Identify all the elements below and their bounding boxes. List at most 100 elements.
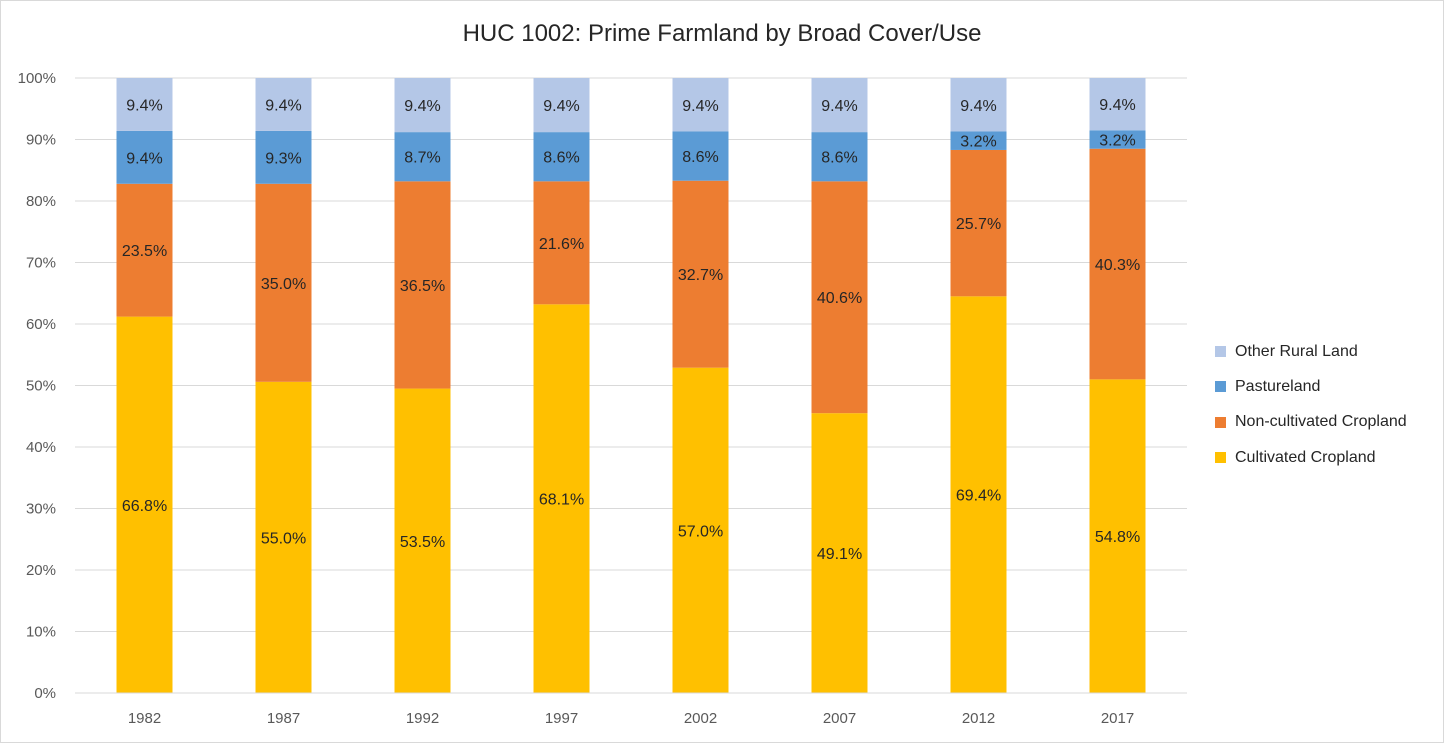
bar-segment — [672, 180, 729, 368]
bar-segment — [811, 181, 868, 414]
y-tick-label: 40% — [26, 439, 56, 456]
data-labels: 66.8% 23.5% 9.4% 9.4% 55.0% 35.0% 9.3% 9.4% 53.5… — [122, 97, 1140, 563]
x-tick-label: 1982 — [128, 710, 161, 727]
bar-segment — [394, 132, 451, 182]
y-tick-label: 90% — [26, 132, 56, 149]
data-label: 21.6% — [539, 236, 584, 253]
bar-segment — [116, 130, 173, 184]
y-tick-label: 60% — [26, 316, 56, 333]
bar-segment — [811, 78, 868, 133]
legend-swatch — [1215, 452, 1226, 464]
bar-segment — [672, 78, 729, 132]
data-label: 3.2% — [960, 134, 996, 151]
x-tick-label: 1987 — [267, 710, 300, 727]
chart-title: HUC 1002: Prime Farmland by Broad Cover/… — [462, 20, 982, 47]
data-label: 25.7% — [956, 216, 1001, 233]
data-label: 9.3% — [265, 150, 301, 167]
legend-swatch — [1215, 416, 1226, 428]
legend-item: Non-cultivated Cropland — [1215, 405, 1407, 440]
bar-segment — [533, 181, 590, 305]
data-label: 55.0% — [261, 530, 306, 547]
data-label: 54.8% — [1095, 529, 1140, 546]
legend-label: Non-cultivated Cropland — [1235, 413, 1407, 431]
bar-segment — [255, 183, 312, 382]
data-label: 9.4% — [543, 98, 579, 115]
legend-item: Cultivated Cropland — [1215, 440, 1407, 475]
data-label: 69.4% — [956, 488, 1001, 505]
y-tick-label: 20% — [26, 562, 56, 579]
data-label: 49.1% — [817, 546, 862, 563]
x-tick-label: 1997 — [545, 710, 578, 727]
x-tick-label: 2007 — [823, 710, 856, 727]
data-label: 8.6% — [543, 150, 579, 167]
data-label: 36.5% — [400, 278, 445, 295]
legend-swatch — [1215, 346, 1226, 358]
data-label: 9.4% — [126, 97, 162, 114]
data-label: 66.8% — [122, 498, 167, 515]
bar-segment — [1089, 78, 1146, 131]
bar-segment — [533, 132, 590, 182]
legend: Other Rural Land Pastureland Non-cultivate… — [1215, 334, 1407, 475]
data-label: 32.7% — [678, 267, 723, 284]
legend-item: Other Rural Land — [1215, 334, 1407, 369]
bar-segment — [950, 131, 1007, 150]
bar-segment — [672, 131, 729, 181]
data-label: 9.4% — [404, 98, 440, 115]
data-label: 35.0% — [261, 276, 306, 293]
bar-segment — [394, 181, 451, 389]
data-label: 8.6% — [682, 149, 718, 166]
y-tick-label: 80% — [26, 193, 56, 210]
data-label: 9.4% — [1099, 97, 1135, 114]
data-label: 9.4% — [265, 97, 301, 114]
legend-item: Pastureland — [1215, 369, 1407, 404]
bar-segment — [1089, 130, 1146, 149]
data-label: 9.4% — [821, 98, 857, 115]
bars — [116, 78, 1146, 693]
data-label: 40.6% — [817, 290, 862, 307]
bar-segment — [255, 381, 312, 693]
y-tick-label: 50% — [26, 378, 56, 395]
data-label: 8.7% — [404, 150, 440, 167]
x-tick-label: 1992 — [406, 710, 439, 727]
bar-segment — [1089, 379, 1146, 693]
bar-segment — [811, 413, 868, 693]
data-label: 8.6% — [821, 150, 857, 167]
data-label: 3.2% — [1099, 133, 1135, 150]
legend-swatch — [1215, 381, 1226, 393]
axes: 0% 10% 20% 30% 40% 50% 60% 70% 80% 90% 100% 1982 198… — [18, 70, 1187, 727]
legend-label: Other Rural Land — [1235, 342, 1358, 360]
x-tick-label: 2012 — [962, 710, 995, 727]
bar-segment — [255, 130, 312, 184]
bar-segment — [950, 296, 1007, 693]
bar-segment — [811, 132, 868, 182]
bar-segment — [255, 78, 312, 131]
y-tick-label: 10% — [26, 624, 56, 641]
data-label: 9.4% — [682, 98, 718, 115]
data-label: 40.3% — [1095, 257, 1140, 274]
y-tick-label: 70% — [26, 255, 56, 272]
bar-segment — [116, 183, 173, 317]
bar-segment — [533, 78, 590, 133]
data-label: 9.4% — [960, 98, 996, 115]
data-label: 68.1% — [539, 492, 584, 509]
bar-segment — [1089, 148, 1146, 380]
bar-segment — [950, 149, 1007, 297]
legend-label: Pastureland — [1235, 377, 1321, 395]
bar-segment — [950, 78, 1007, 132]
gridlines — [75, 77, 1187, 632]
data-label: 57.0% — [678, 523, 723, 540]
data-label: 53.5% — [400, 534, 445, 551]
bar-segment — [672, 367, 729, 693]
bar-segment — [394, 388, 451, 693]
data-label: 9.4% — [126, 150, 162, 167]
bar-segment — [116, 78, 173, 131]
bar-segment — [533, 304, 590, 693]
bar-segment — [116, 316, 173, 693]
data-label: 23.5% — [122, 243, 167, 260]
y-tick-label: 100% — [18, 70, 56, 87]
legend-label: Cultivated Cropland — [1235, 448, 1376, 466]
bar-segment — [394, 78, 451, 133]
y-tick-label: 30% — [26, 501, 56, 518]
x-tick-label: 2002 — [684, 710, 717, 727]
